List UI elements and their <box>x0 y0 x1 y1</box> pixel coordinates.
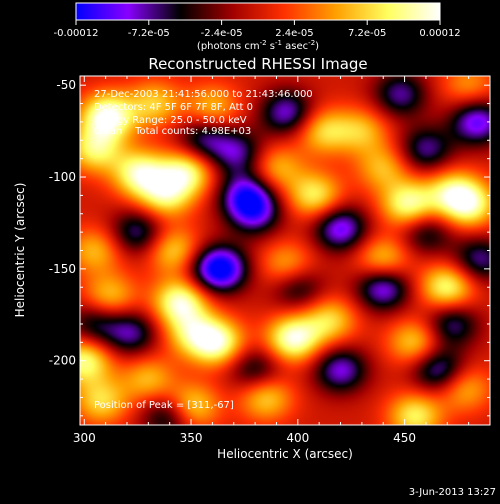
colorbar-tick-label: 0.00012 <box>419 28 460 39</box>
y-tick-label: -150 <box>49 262 76 276</box>
colorbar-tick-label: -7.2e-05 <box>128 28 170 39</box>
colorbar-tick-label: 7.2e-05 <box>348 28 386 39</box>
info-line-energy: Energy Range: 25.0 - 50.0 keV <box>94 115 247 126</box>
x-axis-label: Heliocentric X (arcsec) <box>217 447 353 461</box>
info-line-time: 27-Dec-2003 21:41:56.000 to 21:43:46.000 <box>94 89 313 100</box>
peak-position-label: Position of Peak = [311,-67] <box>94 400 234 411</box>
info-block: 27-Dec-2003 21:41:56.000 to 21:43:46.000… <box>94 89 313 137</box>
colorbar-tick-label: -0.00012 <box>54 28 99 39</box>
x-tick-label: 300 <box>73 431 96 445</box>
x-tick-label: 450 <box>393 431 416 445</box>
x-tick-label: 350 <box>180 431 203 445</box>
info-line-counts: Clean Total counts: 4.98E+03 <box>94 126 251 137</box>
y-axis-label: Heliocentric Y (arcsec) <box>13 183 27 318</box>
heatmap-image <box>80 76 490 425</box>
y-tick-label: -100 <box>49 170 76 184</box>
colorbar <box>75 2 441 21</box>
y-tick-label: -200 <box>49 354 76 368</box>
y-tick-label: -50 <box>56 78 76 92</box>
x-tick-label: 400 <box>286 431 309 445</box>
info-line-detectors: Detectors: 4F 5F 6F 7F 8F, Att 0 <box>94 102 253 113</box>
axis-ticks: 300 350 400 450 -50 -100 -150 -200 <box>49 76 491 445</box>
colorbar-tick-label: 2.4e-05 <box>275 28 313 39</box>
chart-title: Reconstructed RHESSI Image <box>148 55 367 73</box>
colorbar-unit-label: (photons cm-2 s-1 asec-2) <box>197 39 319 52</box>
colorbar-tick-label: -2.4e-05 <box>201 28 243 39</box>
colorbar-ticks: -0.00012 -7.2e-05 -2.4e-05 2.4e-05 7.2e-05 0.… <box>54 20 461 39</box>
footer-timestamp: 3-Jun-2013 13:27 <box>409 487 496 498</box>
